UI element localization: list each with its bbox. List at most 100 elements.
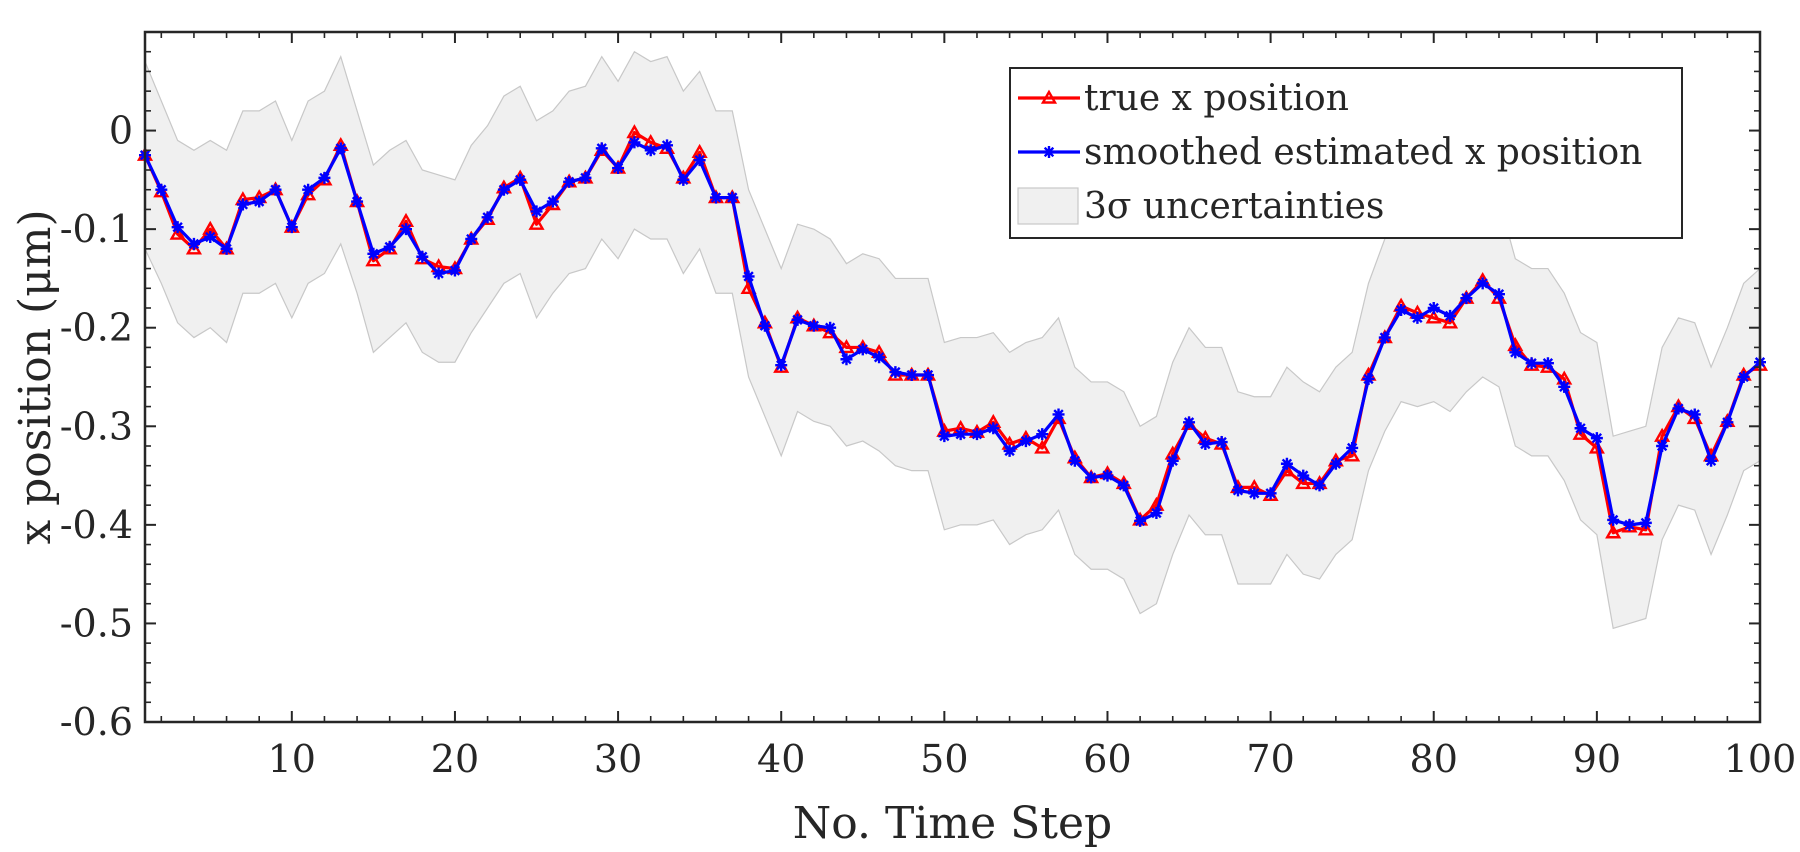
series-smoothed-point [400,223,413,236]
series-smoothed-point [1346,441,1359,454]
plot-frame [143,30,1762,724]
series-smoothed-point [1525,357,1538,370]
legend-box [1009,67,1683,239]
series-smoothed-point [1721,416,1734,429]
series-smoothed-point [1117,479,1130,492]
series-smoothed-point [856,343,869,356]
series-smoothed [139,136,1766,531]
series-smoothed-point [367,247,380,260]
series-smoothed-point [1656,440,1669,452]
series-smoothed-point [1460,292,1473,305]
series-true-point [1180,415,1198,431]
series-smoothed-point [1411,311,1424,324]
series-smoothed-point [236,198,249,211]
series-smoothed-point [1476,277,1489,290]
series-smoothed-point [187,237,200,250]
series-smoothed-point [1492,288,1505,301]
series-smoothed-point [1590,432,1603,445]
y-tick-label: -0.4 [60,503,133,547]
series-smoothed-point [1509,346,1522,359]
series-true-point [1034,439,1051,454]
series-smoothed-point [1003,444,1016,457]
x-tick-label: 90 [1573,737,1621,781]
series-smoothed-point [1395,303,1408,316]
series-smoothed-point [1427,302,1440,314]
series-smoothed-point [1215,436,1228,449]
x-tick-label: 20 [431,737,479,781]
legend-label-true: true x position [1084,78,1349,119]
series-smoothed-point [595,142,608,155]
series-smoothed-point [873,351,886,364]
series-smoothed-line [143,140,1762,527]
series-smoothed-point [465,233,478,245]
series-smoothed-point [318,171,331,184]
ticks-layer: 10 20 30 40 50 60 70 80 90 100 -0.6 -0.5 -0.4 -0.3 -0.… [60,32,1797,781]
series-smoothed-point [1378,331,1391,344]
series-smoothed-point [742,270,755,283]
series-smoothed-point [938,430,951,443]
series-smoothed-point [302,183,315,196]
series-smoothed-point [644,144,657,157]
series-smoothed-point [775,359,788,372]
series-smoothed-point [1313,479,1326,492]
x-tick-label: 80 [1410,737,1458,781]
series-true-point [1425,309,1442,324]
legend-label-band: 3σ uncertainties [1084,186,1384,227]
series-smoothed-point [1150,507,1163,520]
series-smoothed-point [269,183,282,196]
series-smoothed-point [204,231,217,244]
series-smoothed-point [1623,518,1636,531]
legend: true x position smoothed estimated x pos… [1009,67,1683,239]
series-true-point [479,210,496,225]
series-smoothed-point [497,183,510,196]
series-smoothed-point [1199,438,1212,451]
series-smoothed-point [1280,457,1293,470]
series-smoothed-point [546,195,559,208]
series-smoothed-point [383,240,396,253]
y-tick-label: -0.2 [60,306,133,350]
series-true-point [169,225,186,240]
series-true-point [1572,425,1589,440]
series-smoothed-point [1068,454,1081,467]
series-true-point [365,252,382,267]
series-smoothed-point [334,142,347,155]
series-smoothed-point [351,195,364,208]
series-smoothed-point [1574,422,1587,435]
series-true-point [1441,314,1459,329]
y-tick-label: -0.1 [60,207,133,251]
y-tick-label: -0.3 [60,404,133,448]
y-tick-label: -0.6 [60,700,133,744]
series-smoothed-point [1639,516,1652,529]
series-smoothed-point [432,267,445,280]
x-tick-label: 40 [757,737,805,781]
series-true-point [773,358,790,373]
legend-items [1017,89,1080,225]
series-smoothed-point [514,173,527,186]
series-smoothed-point [579,171,592,184]
series-smoothed-point [155,183,168,196]
series-smoothed-point [709,191,722,204]
series-smoothed-point [1705,454,1718,467]
series-smoothed-point [1052,408,1065,421]
series-smoothed-point [1558,380,1571,393]
y-tick-label: -0.5 [60,601,133,645]
series-smoothed-point [661,139,674,152]
series-smoothed-point [1101,469,1114,482]
series-true-point [528,215,545,230]
series-smoothed-point [677,173,690,186]
series-smoothed-point [922,369,935,382]
series-smoothed-point [1297,469,1310,482]
series-smoothed-point [970,428,983,441]
series-smoothed-point [791,313,804,326]
series-true-point [838,339,855,354]
series-smoothed-point [1231,484,1244,497]
x-tick-label: 70 [1246,737,1294,781]
series-smoothed-point [220,242,233,255]
series-smoothed-point [1737,371,1750,383]
x-tick-label: 100 [1724,737,1797,781]
series-smoothed-point [1019,435,1032,448]
series-smoothed-point [1672,402,1685,415]
series-smoothed-point [758,319,771,332]
